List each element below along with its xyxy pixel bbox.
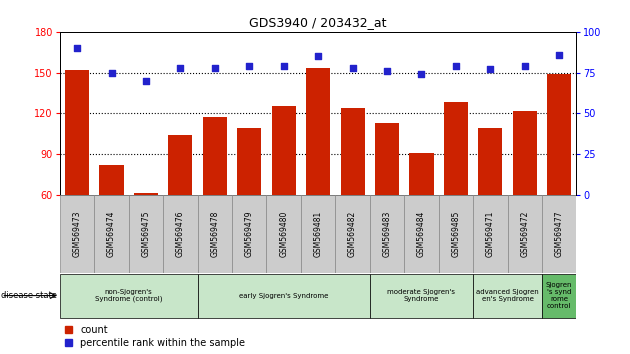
Bar [375,123,399,195]
Bar [94,195,129,273]
Bar [306,69,330,195]
Bar [198,274,370,318]
Point [210,65,220,70]
Point [141,78,151,84]
Bar [129,195,163,273]
Text: GSM569473: GSM569473 [72,210,81,257]
Bar [542,195,576,273]
Text: GSM569482: GSM569482 [348,211,357,257]
Text: GSM569480: GSM569480 [279,210,288,257]
Point [106,70,117,75]
Text: GSM569483: GSM569483 [382,210,391,257]
Text: non-Sjogren's
Syndrome (control): non-Sjogren's Syndrome (control) [95,289,163,302]
Bar [301,195,335,273]
Bar [163,195,198,273]
Text: GSM569478: GSM569478 [210,210,219,257]
Bar [547,74,571,195]
Text: moderate Sjogren's
Syndrome: moderate Sjogren's Syndrome [387,289,455,302]
Text: GSM569476: GSM569476 [176,210,185,257]
Text: GSM569481: GSM569481 [314,211,323,257]
Point [244,63,255,69]
Text: GSM569471: GSM569471 [486,210,495,257]
Bar [266,195,301,273]
Point [520,63,530,69]
Bar [203,118,227,195]
Bar [542,274,576,318]
Bar [341,108,365,195]
Bar [198,195,232,273]
Point [451,63,461,69]
Bar [444,102,468,195]
Bar [473,195,508,273]
Point [313,53,323,59]
Text: GSM569477: GSM569477 [555,210,564,257]
Bar [473,274,542,318]
Text: GSM569475: GSM569475 [142,210,151,257]
Bar [438,195,473,273]
Bar [370,274,473,318]
Legend: count, percentile rank within the sample: count, percentile rank within the sample [65,325,245,348]
Point [175,65,185,70]
Point [416,72,427,77]
Text: early Sjogren's Syndrome: early Sjogren's Syndrome [239,293,328,298]
Bar [65,70,89,195]
Point [348,65,358,70]
Bar [478,128,502,195]
Point [485,67,495,72]
Bar [100,165,123,195]
Bar [508,195,542,273]
Text: advanced Sjogren
en's Syndrome: advanced Sjogren en's Syndrome [476,289,539,302]
Bar [168,135,192,195]
Bar [370,195,404,273]
Bar [335,195,370,273]
Bar [410,153,433,195]
Point [382,68,392,74]
Bar [134,193,158,195]
Bar [232,195,266,273]
Bar [404,195,438,273]
Point [554,52,564,57]
Text: disease state: disease state [1,291,57,300]
Text: GSM569485: GSM569485 [452,210,461,257]
Point [72,45,82,51]
Bar [513,110,537,195]
Text: GSM569484: GSM569484 [417,210,426,257]
Title: GDS3940 / 203432_at: GDS3940 / 203432_at [249,16,387,29]
Text: GSM569472: GSM569472 [520,210,529,257]
Text: GSM569479: GSM569479 [245,210,254,257]
Text: GSM569474: GSM569474 [107,210,116,257]
Bar [60,274,198,318]
Bar [60,195,94,273]
Text: Sjogren
's synd
rome
control: Sjogren 's synd rome control [546,282,573,309]
Bar [238,128,261,195]
Point [278,63,289,69]
Bar [272,107,295,195]
